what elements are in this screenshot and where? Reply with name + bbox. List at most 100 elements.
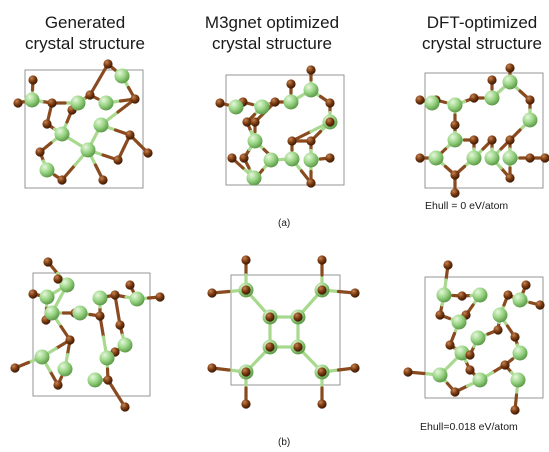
brown-atom <box>250 117 260 127</box>
brown-atom <box>465 365 475 375</box>
unit-cell-group <box>24 69 544 399</box>
brown-atom <box>500 360 510 370</box>
brown-atom <box>95 311 105 321</box>
green-atom <box>283 94 299 110</box>
brown-atom <box>65 335 75 345</box>
green-atom <box>59 277 75 293</box>
green-atom <box>436 287 452 303</box>
green-atom <box>246 170 262 186</box>
brown-atom <box>293 312 303 322</box>
brown-atom <box>113 155 123 165</box>
green-atom <box>114 68 130 84</box>
brown-atom <box>450 188 460 198</box>
green-atom <box>117 337 133 353</box>
green-atom <box>472 372 488 388</box>
brown-atom <box>35 147 45 157</box>
brown-atom <box>85 90 95 100</box>
brown-atom <box>503 290 513 300</box>
green-atom <box>447 132 463 148</box>
brown-atom <box>450 387 460 397</box>
green-atom <box>72 305 88 321</box>
green-atom <box>424 95 440 111</box>
column-title-line2: crystal structure <box>212 34 332 53</box>
brown-atom <box>143 148 153 158</box>
green-atom <box>472 287 488 303</box>
brown-atom <box>28 75 38 85</box>
brown-atom <box>457 291 467 301</box>
brown-atom <box>306 65 316 75</box>
brown-atom <box>13 98 23 108</box>
green-atom <box>44 305 60 321</box>
brown-atom <box>435 310 445 320</box>
column-title-dft: DFT-optimized crystal structure <box>392 12 549 54</box>
unit-cell-box <box>424 72 544 189</box>
green-atom <box>99 350 115 366</box>
brown-atom <box>42 119 52 129</box>
brown-atom <box>241 285 251 295</box>
brown-atom <box>241 367 251 377</box>
column-title-line1: Generated <box>44 13 126 32</box>
brown-atom <box>350 288 360 298</box>
column-title-generated: Generated crystal structure <box>0 12 175 54</box>
green-atom <box>522 112 538 128</box>
brown-atom <box>130 94 140 104</box>
brown-atom <box>43 257 53 267</box>
atom-group <box>10 59 549 415</box>
brown-atom <box>306 178 316 188</box>
brown-atom <box>510 332 520 342</box>
brown-atom <box>98 175 108 185</box>
unit-cell-box <box>424 276 544 399</box>
brown-atom <box>350 363 360 373</box>
brown-atom <box>47 98 57 108</box>
brown-atom <box>317 367 327 377</box>
brown-atom <box>505 173 515 183</box>
brown-atom <box>227 153 237 163</box>
brown-atom <box>287 136 297 146</box>
green-atom <box>24 92 40 108</box>
green-atom <box>80 142 96 158</box>
brown-atom <box>450 120 460 130</box>
column-title-line1: M3gnet optimized <box>204 13 340 32</box>
brown-atom <box>540 153 549 163</box>
brown-atom <box>525 95 535 105</box>
brown-atom <box>317 255 327 265</box>
green-atom <box>129 291 145 307</box>
brown-atom <box>325 98 335 108</box>
brown-atom <box>115 320 125 330</box>
brown-atom <box>265 342 275 352</box>
brown-atom <box>103 375 113 385</box>
ehull-label-a: Ehull = 0 eV/atom <box>425 200 509 212</box>
brown-atom <box>265 312 275 322</box>
column-title-line2: crystal structure <box>422 34 542 53</box>
column-title-line2: crystal structure <box>25 34 145 53</box>
green-atom <box>512 345 528 361</box>
green-atom <box>34 349 50 365</box>
green-atom <box>92 290 108 306</box>
brown-atom <box>325 153 335 163</box>
brown-atom <box>505 63 515 73</box>
brown-atom <box>317 399 327 409</box>
green-atom <box>492 307 508 323</box>
brown-atom <box>469 135 479 145</box>
brown-atom <box>325 117 335 127</box>
brown-atom <box>505 135 515 145</box>
green-atom <box>484 150 500 166</box>
brown-atom <box>443 260 453 270</box>
brown-atom <box>241 255 251 265</box>
column-title-line1: DFT-optimized <box>426 13 538 32</box>
green-atom <box>510 372 526 388</box>
brown-atom <box>110 290 120 300</box>
brown-atom <box>415 95 425 105</box>
green-atom <box>87 372 103 388</box>
green-atom <box>502 74 518 90</box>
column-title-m3gnet: M3gnet optimized crystal structure <box>182 12 362 54</box>
green-atom <box>303 82 319 98</box>
brown-atom <box>57 175 67 185</box>
green-atom <box>512 292 528 308</box>
green-atom <box>98 95 114 111</box>
brown-atom <box>125 130 135 140</box>
brown-atom <box>241 399 251 409</box>
green-atom <box>447 97 463 113</box>
green-atom <box>466 150 482 166</box>
